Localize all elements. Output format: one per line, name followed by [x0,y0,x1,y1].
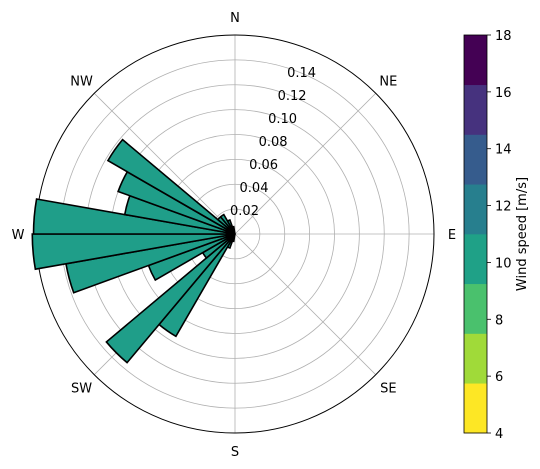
direction-label-e: E [448,228,456,243]
radial-tick-label: 0.02 [230,204,259,219]
wind-bar-225 [105,233,236,364]
radial-tick-label: 0.04 [240,181,269,196]
colorbar-segment [464,134,487,185]
wind-bar-305 [106,138,236,235]
colorbar-segment [464,234,487,285]
radial-tick-label: 0.14 [287,66,316,81]
spoke-se [234,233,376,375]
spoke-ne [234,93,376,235]
direction-label-ne: NE [379,75,397,90]
radial-tick-label: 0.12 [278,89,307,104]
direction-label-se: SE [380,381,396,396]
colorbar-tick-label: 4 [495,427,503,442]
wind-bar-265 [31,233,236,271]
colorbar-tick-label: 18 [495,29,512,44]
direction-label-sw: SW [71,381,92,396]
direction-label-nw: NW [70,75,93,90]
colorbar-segment [464,35,487,86]
colorbar-segment [464,283,487,334]
radial-tick-label: 0.10 [268,112,297,127]
colorbar-tick-label: 6 [495,370,503,385]
colorbar-segment [464,184,487,235]
direction-label-s: S [231,445,239,460]
chart-labels: 0.02 0.04 0.06 0.08 0.10 0.12 0.14 N NE E SE S SW W NW [12,11,457,460]
colorbar-label: Wind speed [m/s] [515,177,530,291]
colorbar-tick-label: 10 [495,256,512,271]
direction-label-w: W [12,228,25,243]
radial-tick-label: 0.08 [259,135,288,150]
colorbar-tick-label: 12 [495,200,512,215]
colorbar-tick-label: 8 [495,313,503,328]
colorbar-tick-label: 16 [495,86,512,101]
colorbar: 4 6 8 10 12 14 16 18 Wind speed [m/s] [463,29,530,442]
wind-bars [31,138,236,364]
colorbar-segment [464,333,487,384]
colorbar-tick-label: 14 [495,143,512,158]
colorbar-segment [464,84,487,135]
colorbar-segment [464,383,487,434]
colorbar-frame [463,34,488,434]
spoke-nw [94,93,236,235]
direction-label-n: N [230,11,240,26]
wind-bar-345 [231,225,236,235]
radial-tick-label: 0.06 [249,158,278,173]
